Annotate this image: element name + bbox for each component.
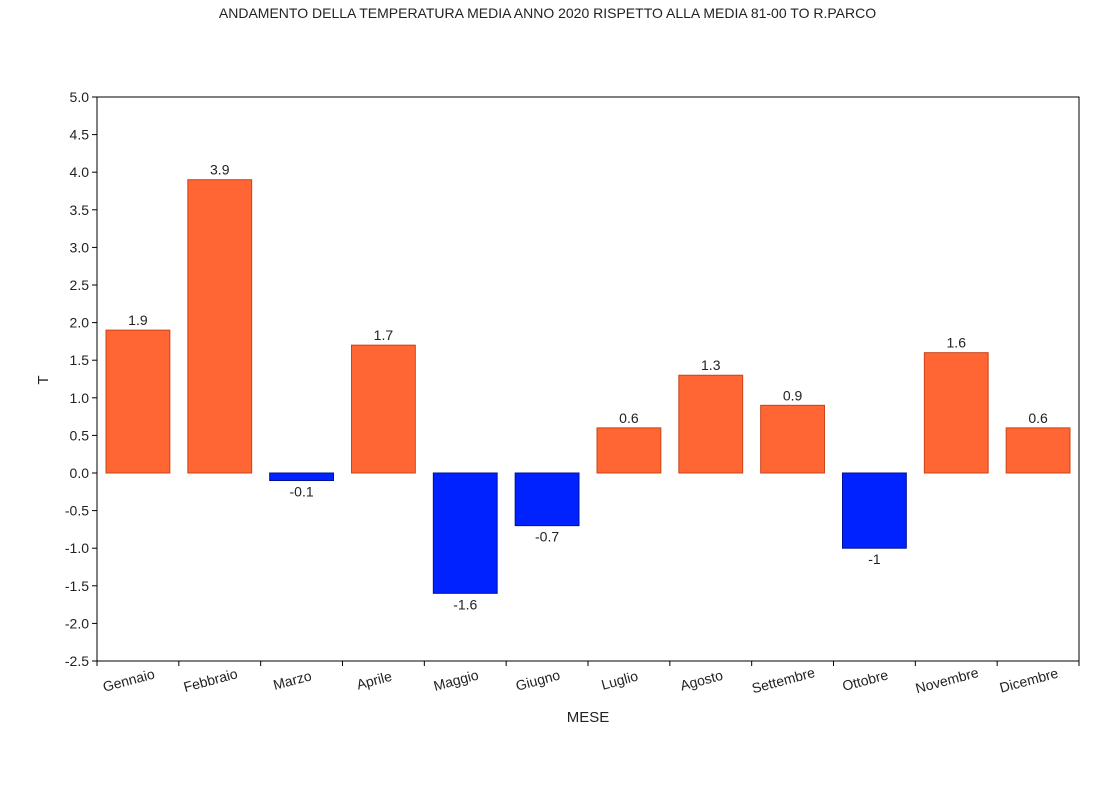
y-tick-label: -1.0 — [65, 540, 89, 556]
x-tick-label: Aprile — [355, 668, 394, 693]
y-tick-label: 4.5 — [70, 127, 90, 143]
bar-value-label: -1 — [868, 551, 881, 567]
bar-giugno — [514, 472, 580, 527]
bar-value-label: 3.9 — [210, 162, 230, 178]
y-tick-label: -0.5 — [65, 503, 89, 519]
y-tick-label: 0.0 — [70, 465, 90, 481]
x-axis-label: MESE — [567, 709, 610, 726]
bar-gennaio — [105, 329, 171, 474]
plot-area-frame — [96, 96, 1080, 662]
bar-value-label: 1.6 — [947, 335, 967, 351]
x-tick-label: Novembre — [914, 664, 981, 696]
bar-value-label: -0.7 — [535, 529, 559, 545]
x-tick-label: Marzo — [271, 667, 313, 693]
bar-data-labels: 1.9 3.9 -0.1 1.7 -1.6 -0.7 0.6 1.3 0.9 -1 1.6 0.6 — [128, 162, 1048, 613]
bar-value-label: 1.9 — [128, 312, 148, 328]
y-axis: 5.0 4.5 4.0 3.5 3.0 2.5 2.0 1.5 1.0 0.5 0.0 -0.5 -1.… — [65, 89, 97, 669]
x-tick-label: Settembre — [750, 664, 817, 696]
x-tick-label: Ottobre — [840, 666, 889, 694]
y-tick-label: 2.5 — [70, 277, 90, 293]
y-tick-label: 4.0 — [70, 164, 90, 180]
bar-settembre — [760, 404, 825, 474]
y-axis-label: T — [35, 375, 52, 384]
x-tick-label: Maggio — [432, 666, 481, 693]
x-tick-label: Gennaio — [101, 666, 156, 695]
bar-maggio — [432, 472, 498, 594]
y-tick-label: 1.5 — [70, 352, 90, 368]
y-tick-label: -1.5 — [65, 578, 89, 594]
bar-value-label: 0.6 — [619, 410, 639, 426]
y-tick-label: 3.5 — [70, 202, 90, 218]
x-tick-label: Luglio — [600, 668, 640, 693]
y-tick-label: 1.0 — [70, 390, 90, 406]
bar-novembre — [923, 352, 989, 474]
y-tick-label: -2.0 — [65, 615, 89, 631]
bar-value-label: -0.1 — [290, 484, 314, 500]
x-tick-label: Giugno — [514, 667, 562, 694]
bar-marzo — [269, 472, 334, 482]
y-tick-label: 0.5 — [70, 427, 90, 443]
bar-dicembre — [1005, 427, 1071, 474]
y-tick-label: 3.0 — [70, 239, 90, 255]
y-tick-label: -2.5 — [65, 653, 89, 669]
x-tick-label: Febbraio — [182, 665, 240, 695]
bar-aprile — [351, 344, 416, 474]
bar-value-label: 0.6 — [1028, 410, 1048, 426]
chart-title: ANDAMENTO DELLA TEMPERATURA MEDIA ANNO 2… — [218, 5, 877, 21]
y-tick-label: 5.0 — [70, 89, 90, 105]
x-axis: Gennaio Febbraio Marzo Aprile Maggio Giugno Lu… — [96, 661, 1080, 696]
bar-ottobre — [842, 472, 907, 549]
x-tick-label: Dicembre — [998, 665, 1060, 696]
bar-agosto — [678, 374, 744, 474]
bar-value-label: 0.9 — [783, 387, 803, 403]
x-tick-label: Agosto — [678, 667, 724, 694]
bars — [105, 179, 1071, 594]
bar-luglio — [596, 427, 662, 474]
bar-value-label: 1.3 — [701, 357, 721, 373]
bar-febbraio — [187, 179, 253, 474]
y-tick-label: 2.0 — [70, 315, 90, 331]
bar-value-label: -1.6 — [453, 596, 477, 612]
bar-value-label: 1.7 — [374, 327, 394, 343]
